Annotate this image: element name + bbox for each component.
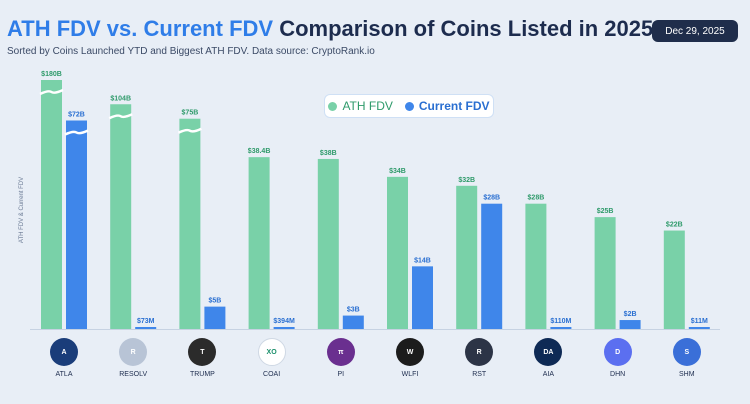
bar-current-resolv bbox=[135, 327, 157, 329]
label-ath-coai: $38.4B bbox=[248, 148, 271, 155]
x-tick-label-trump: TRUMP bbox=[189, 371, 215, 378]
bar-current-trump bbox=[204, 306, 226, 329]
x-tick-label-atla: ATLA bbox=[55, 371, 73, 378]
rst-icon: R bbox=[465, 338, 494, 366]
label-ath-pi: $38B bbox=[320, 150, 337, 157]
bar-ath-aia bbox=[525, 203, 547, 329]
x-tick-label-wlfi: WLFI bbox=[401, 371, 419, 378]
label-ath-rst: $32B bbox=[458, 177, 475, 184]
label-ath-wlfi: $34B bbox=[389, 168, 406, 175]
label-current-atla: $72B bbox=[68, 112, 85, 119]
trump-icon: T bbox=[188, 338, 217, 366]
y-axis-label: ATH FDV & Current FDV bbox=[19, 176, 25, 244]
label-ath-dhn: $25B bbox=[597, 208, 614, 215]
atla-icon: A bbox=[50, 338, 78, 366]
bar-current-aia bbox=[550, 327, 572, 329]
bar-ath-pi bbox=[317, 158, 339, 329]
label-current-coai: $394M bbox=[273, 318, 295, 325]
x-tick-label-shm: SHM bbox=[679, 371, 695, 378]
bar-ath-shm bbox=[663, 230, 685, 329]
label-current-aia: $110M bbox=[550, 318, 571, 325]
legend-label-ath: ATH FDV bbox=[342, 99, 393, 113]
label-current-dhn: $2B bbox=[624, 311, 637, 318]
legend-label-current: Current FDV bbox=[418, 99, 490, 113]
bar-ath-trump bbox=[179, 118, 201, 329]
label-ath-aia: $28B bbox=[528, 195, 545, 202]
label-ath-shm: $22B bbox=[666, 222, 683, 229]
label-current-resolv: $73M bbox=[137, 318, 155, 325]
label-current-trump: $5B bbox=[208, 298, 221, 305]
shm-icon: S bbox=[672, 338, 701, 366]
bar-current-pi bbox=[342, 315, 364, 329]
x-tick-label-pi: PI bbox=[337, 371, 345, 378]
label-current-shm: $11M bbox=[691, 318, 708, 325]
label-current-pi: $3B bbox=[347, 307, 360, 314]
bar-current-rst bbox=[481, 203, 503, 329]
label-current-wlfi: $14B bbox=[414, 257, 431, 264]
bar-ath-wlfi bbox=[387, 176, 408, 329]
pi-icon: π bbox=[326, 338, 355, 366]
coin-row: A ATLA R RESOLV T TRUMP XO COAI π PI W WLFI R RST DA AI… bbox=[0, 332, 750, 382]
dhn-icon: D bbox=[603, 338, 632, 366]
label-ath-trump: $75B bbox=[182, 110, 199, 117]
x-tick-label-aia: AIA bbox=[542, 371, 555, 378]
aia-icon: DA bbox=[534, 338, 563, 366]
legend-swatch-ath bbox=[328, 101, 338, 111]
label-ath-resolv: $104B bbox=[110, 95, 131, 102]
bar-ath-dhn bbox=[594, 217, 616, 329]
x-tick-label-dhn: DHN bbox=[610, 371, 626, 378]
legend-item-current: Current FDV bbox=[404, 99, 490, 113]
date-badge: Dec 29, 2025 bbox=[652, 20, 738, 42]
coai-icon: XO bbox=[257, 338, 286, 366]
bar-ath-coai bbox=[248, 157, 270, 329]
x-tick-label-coai: COAI bbox=[263, 371, 281, 378]
legend-item-ath: ATH FDV bbox=[328, 99, 393, 113]
bar-current-dhn bbox=[619, 320, 641, 329]
page-title: ATH FDV vs. Current FDV Comparison of Co… bbox=[7, 16, 653, 42]
break-ath-trump bbox=[177, 127, 202, 134]
break-ath-atla bbox=[39, 88, 64, 96]
bar-current-coai bbox=[273, 327, 295, 329]
bar-current-wlfi bbox=[412, 266, 433, 329]
label-ath-atla: $180B bbox=[41, 71, 62, 78]
break-current-atla bbox=[64, 129, 89, 136]
bar-ath-atla bbox=[41, 80, 62, 329]
x-tick-label-resolv: RESOLV bbox=[119, 371, 148, 378]
legend-swatch-current bbox=[404, 101, 414, 111]
bar-ath-resolv bbox=[110, 104, 132, 329]
break-ath-resolv bbox=[108, 113, 133, 120]
x-tick-label-rst: RST bbox=[472, 371, 487, 378]
bar-current-atla bbox=[66, 120, 87, 329]
resolv-icon: R bbox=[119, 338, 148, 366]
wlfi-icon: W bbox=[396, 338, 424, 366]
bar-current-shm bbox=[688, 327, 710, 329]
chart-legend: ATH FDV Current FDV bbox=[324, 94, 494, 118]
title-rest: Comparison of Coins Listed in 2025 bbox=[279, 16, 654, 41]
title-highlight: ATH FDV vs. Current FDV bbox=[7, 16, 274, 41]
bar-ath-rst bbox=[456, 185, 478, 329]
page-subtitle: Sorted by Coins Launched YTD and Biggest… bbox=[7, 46, 375, 57]
label-current-rst: $28B bbox=[483, 195, 500, 202]
